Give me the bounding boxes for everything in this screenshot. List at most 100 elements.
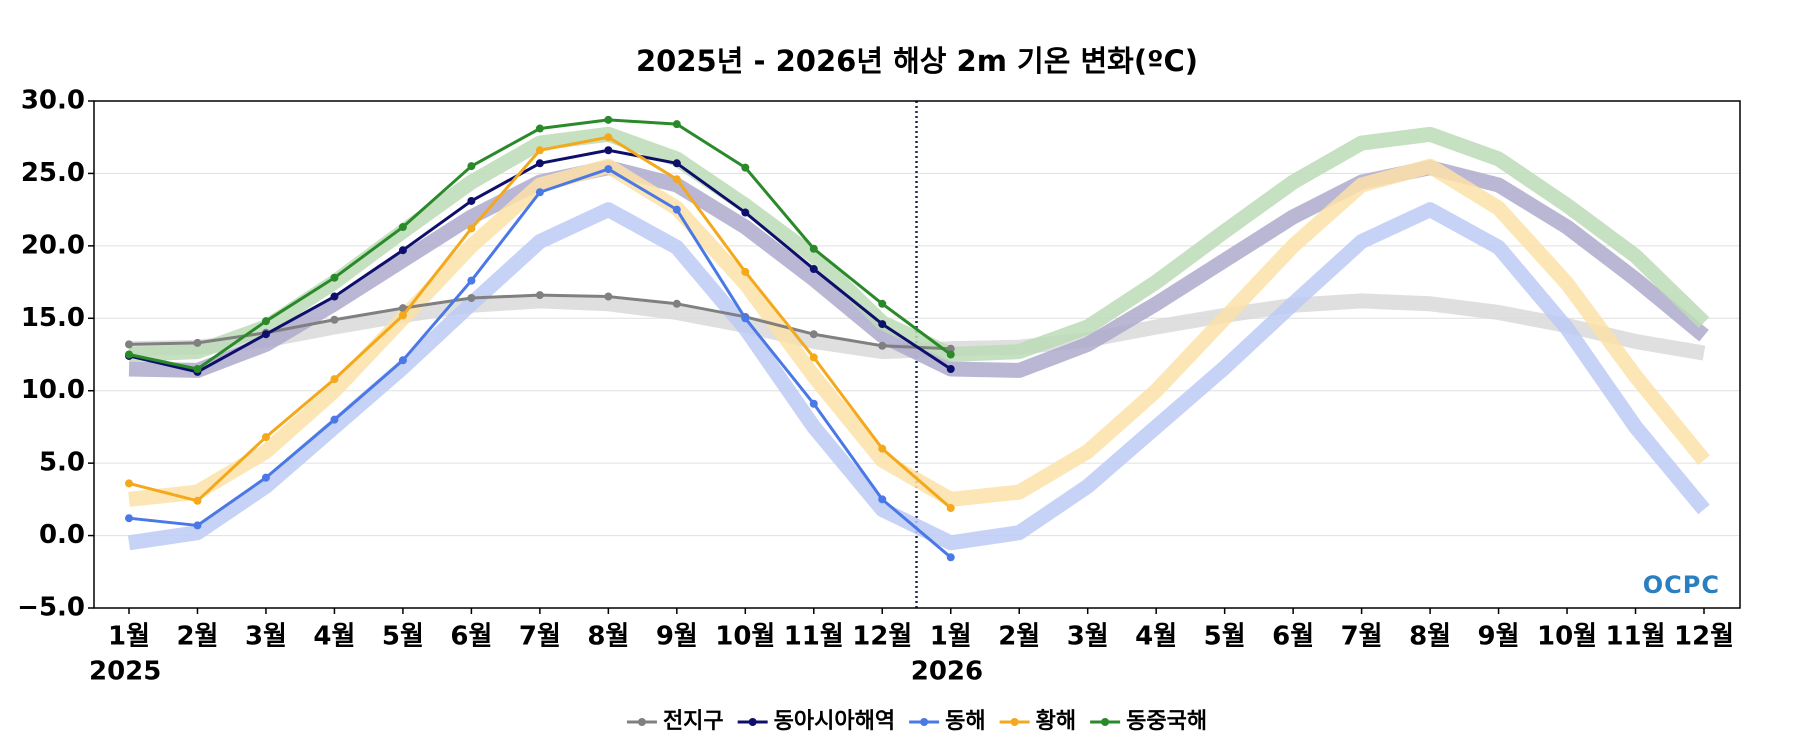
series-point [467, 162, 476, 171]
chart-title: 2025년 - 2026년 해상 2m 기온 변화(ºC) [636, 44, 1198, 78]
series-point [535, 188, 544, 197]
series-point [330, 315, 339, 324]
series-point [261, 473, 270, 482]
series-point [604, 292, 613, 301]
legend-item: 동해 [909, 709, 986, 734]
series-point [946, 364, 955, 373]
x-tick-label: 2월 [176, 622, 218, 652]
legend-marker [1101, 718, 1110, 726]
x-tick-label: 3월 [1067, 622, 1109, 652]
x-tick-label: 11월 [784, 622, 844, 652]
series-point [467, 276, 476, 285]
year-label: 2026 [911, 657, 983, 687]
series-point [193, 338, 202, 347]
series-point [330, 415, 339, 424]
series-point [193, 496, 202, 505]
series-point [741, 208, 750, 217]
series-point [125, 479, 133, 488]
series-point [535, 159, 544, 168]
series-point [604, 115, 613, 124]
legend-item: 동아시아해역 [737, 709, 895, 734]
logo: OCPC [1643, 571, 1720, 599]
series-point [398, 304, 407, 313]
x-tick-label: 1월 [108, 622, 150, 652]
series-point [809, 330, 818, 339]
x-tick-label: 7월 [1341, 622, 1383, 652]
legend-marker [1010, 718, 1019, 726]
x-tick-label: 5월 [1204, 622, 1246, 652]
y-tick-label: 10.0 [21, 375, 85, 405]
series-point [604, 165, 613, 174]
series-point [878, 341, 887, 350]
series-point [261, 433, 270, 442]
legend-label: 동아시아해역 [774, 709, 895, 734]
legend-label: 동해 [945, 709, 985, 734]
series-point [398, 311, 407, 320]
legend-label: 전지구 [663, 709, 724, 734]
climatology-band [127, 202, 1710, 551]
series-point [535, 291, 544, 300]
series-point [604, 133, 613, 142]
series-point [398, 223, 407, 232]
legend-label: 동중국해 [1126, 709, 1207, 734]
x-tick-label: 11월 [1605, 622, 1665, 652]
series-point [809, 265, 818, 274]
series-point [946, 504, 955, 513]
series-point [809, 244, 818, 253]
series-point [535, 124, 544, 133]
x-tick-label: 6월 [450, 622, 492, 652]
series-point [809, 353, 818, 362]
series-point [946, 350, 955, 359]
series-point [261, 330, 270, 339]
x-tick-label: 3월 [245, 622, 287, 652]
series-point [672, 159, 681, 168]
legend-item: 전지구 [626, 709, 724, 734]
series-point [672, 120, 681, 129]
series-point [535, 146, 544, 155]
series-point [125, 340, 133, 349]
y-tick-label: 5.0 [39, 448, 85, 478]
legend: 전지구 동아시아해역 동해 황해 동중국해 [626, 709, 1207, 734]
series-point [467, 196, 476, 205]
series-point [125, 350, 133, 359]
y-tick-label: 25.0 [21, 158, 85, 188]
legend-label: 황해 [1036, 709, 1076, 734]
legend-marker [637, 718, 646, 726]
legend-marker [748, 718, 757, 726]
y-tick-label: 30.0 [21, 86, 85, 116]
climatology-band [128, 126, 1710, 362]
series-point [878, 299, 887, 308]
series-point [261, 317, 270, 326]
series-point [878, 320, 887, 329]
y-tick-label: 15.0 [21, 303, 85, 333]
x-tick-label: 12월 [852, 622, 912, 652]
year-label: 2025 [89, 657, 161, 687]
series-point [193, 364, 202, 373]
x-tick-label: 8월 [1409, 622, 1451, 652]
series-point [330, 292, 339, 301]
series-point [741, 314, 750, 323]
series-point [741, 163, 750, 172]
series-point [809, 399, 818, 408]
series-point [330, 375, 339, 384]
series-point [467, 224, 476, 233]
x-tick-label: 2월 [998, 622, 1040, 652]
legend-item: 동중국해 [1090, 709, 1207, 734]
x-tick-label: 12월 [1674, 622, 1734, 652]
x-tick-label: 10월 [1537, 622, 1597, 652]
series-point [398, 356, 407, 365]
x-tick-label: 1월 [930, 622, 972, 652]
x-tick-label: 10월 [715, 622, 775, 652]
x-tick-label: 5월 [382, 622, 424, 652]
x-tick-label: 6월 [1272, 622, 1314, 652]
series-point [467, 294, 476, 303]
y-tick-label: 0.0 [39, 520, 85, 550]
x-tick-label: 9월 [656, 622, 698, 652]
x-tick-label: 4월 [313, 622, 355, 652]
series-point [672, 299, 681, 308]
series-point [125, 514, 133, 523]
x-tick-label: 7월 [519, 622, 561, 652]
series-point [672, 205, 681, 214]
